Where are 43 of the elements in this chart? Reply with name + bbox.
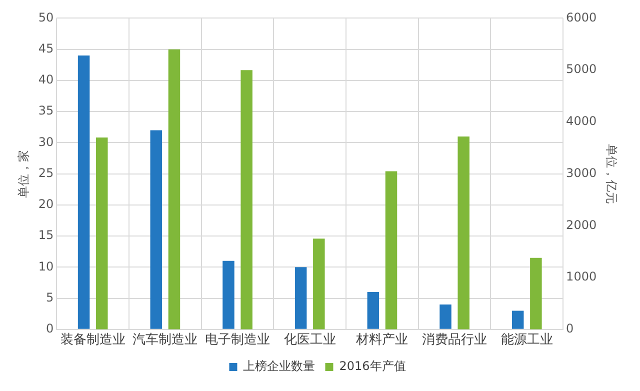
y-tick-label: 20	[38, 197, 54, 212]
y2-tick-label: 3000	[566, 166, 597, 180]
legend-label: 上榜企业数量	[243, 359, 316, 374]
y2-tick-label: 6000	[566, 10, 597, 24]
x-tick-label: 消费品行业	[422, 332, 488, 348]
x-tick-label: 电子制造业	[205, 332, 270, 348]
bar	[512, 310, 524, 329]
y-tick-label: 35	[38, 104, 54, 118]
x-tick-label: 汽车制造业	[132, 332, 198, 348]
bar	[367, 292, 380, 329]
bar	[168, 49, 180, 330]
bar	[313, 238, 325, 330]
x-tick-label: 装备制造业	[60, 332, 126, 348]
legend-label: 2016年产值	[339, 359, 406, 374]
bar	[294, 267, 307, 329]
bar	[440, 304, 452, 329]
y2-tick-label: 5000	[566, 62, 597, 76]
bar	[385, 171, 398, 330]
y2-tick-label: 2000	[566, 218, 597, 232]
bar	[150, 130, 162, 329]
y2-tick-label: 4000	[566, 114, 597, 128]
bar	[222, 260, 234, 329]
bar	[240, 70, 252, 330]
y-tick-label: 40	[38, 72, 54, 87]
x-tick-label: 化医工业	[284, 332, 336, 348]
y-tick-label: 10	[38, 259, 54, 274]
y-tick-label: 25	[38, 166, 54, 180]
y-tick-label: 15	[38, 228, 54, 242]
bar	[96, 137, 108, 330]
y-tick-label: 50	[38, 10, 54, 24]
y-axis-title: 单位，家	[16, 150, 30, 198]
y2-axis-title: 单位，亿元	[604, 144, 619, 204]
bar	[458, 136, 470, 330]
y2-tick-label: 1000	[566, 270, 597, 284]
y-tick-label: 45	[38, 41, 54, 56]
bar	[78, 56, 90, 329]
y2-tick-label: 0	[566, 322, 574, 336]
bar	[530, 258, 542, 330]
x-tick-label: 能源工业	[500, 332, 553, 348]
y-tick-label: 5	[46, 290, 54, 304]
y-tick-label: 30	[38, 134, 54, 149]
y-tick-label: 0	[46, 322, 54, 336]
x-tick-label: 材料产业	[355, 332, 408, 348]
